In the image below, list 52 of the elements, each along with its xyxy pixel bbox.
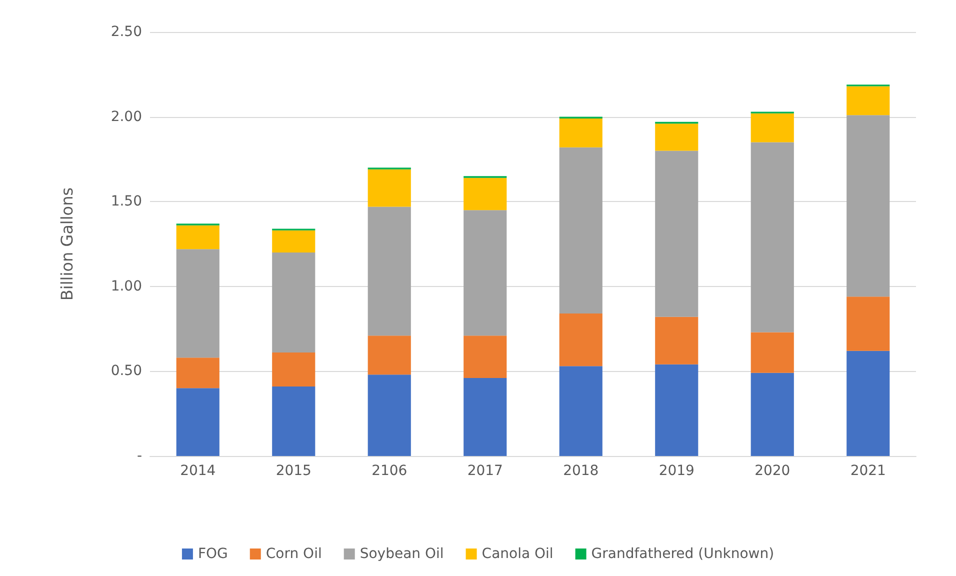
y-axis-title: Billion Gallons (58, 187, 76, 301)
bar (176, 358, 220, 388)
y-tick-label: 1.00 (110, 278, 142, 294)
bar (272, 230, 316, 252)
bar (272, 352, 316, 386)
bar (559, 118, 602, 148)
y-tick-label: 2.00 (110, 108, 142, 125)
bar (655, 124, 698, 151)
bar (176, 225, 220, 250)
bar (368, 374, 411, 456)
x-tick-label: 2020 (754, 463, 790, 479)
bar (559, 147, 602, 314)
bar (846, 86, 890, 116)
x-tick-label: 2017 (467, 463, 503, 479)
y-tick-label: - (136, 448, 142, 464)
bar (368, 169, 411, 207)
bar (655, 150, 698, 317)
y-tick-label: 0.50 (110, 363, 142, 380)
bar (750, 372, 794, 456)
bar (846, 350, 890, 456)
x-tick-label: 2106 (372, 463, 408, 479)
bar (272, 252, 316, 353)
bar (368, 206, 411, 336)
bar (559, 366, 602, 456)
x-tick-label: 2015 (276, 463, 312, 479)
bar (176, 249, 220, 358)
x-tick-label: 2014 (180, 463, 216, 479)
bar (750, 142, 794, 332)
bar (464, 178, 507, 210)
legend-label: Canola Oil (482, 546, 554, 562)
legend-label: Corn Oil (266, 546, 322, 562)
bar (464, 378, 507, 456)
bar (846, 296, 890, 351)
legend-label: FOG (198, 546, 228, 562)
x-tick-label: 2019 (658, 463, 694, 479)
bar (176, 388, 220, 456)
bar (368, 336, 411, 375)
bar (846, 115, 890, 297)
legend-label: Soybean Oil (360, 546, 444, 562)
bar (655, 364, 698, 456)
bar (464, 336, 507, 378)
legend-label: Grandfathered (Unknown) (591, 546, 774, 562)
bar (464, 210, 507, 336)
bar (750, 332, 794, 373)
bar (750, 113, 794, 142)
bar (655, 316, 698, 364)
bar (272, 386, 316, 456)
x-tick-label: 2018 (563, 463, 599, 479)
bar (559, 314, 602, 366)
y-tick-label: 2.50 (110, 24, 142, 40)
y-tick-label: 1.50 (110, 194, 142, 210)
x-tick-label: 2021 (850, 463, 886, 479)
